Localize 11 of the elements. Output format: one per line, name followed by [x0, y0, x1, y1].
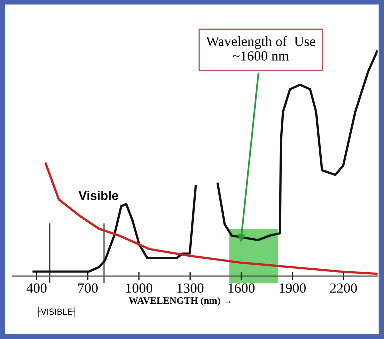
x-tick-label: 2200 — [330, 284, 358, 294]
text: ├VISIBLE┤ — [38, 307, 76, 318]
x-tick-label: 1000 — [126, 284, 153, 294]
x-tick-label: 1900 — [280, 284, 306, 294]
x-tick-label: 700 — [78, 284, 98, 294]
x-tick-label: 1600 — [228, 284, 255, 294]
annotation: Visible — [78, 191, 118, 200]
x-tick-label: 400 — [26, 284, 47, 294]
annotation: Wavelength of Use ~1600 nm — [206, 36, 316, 61]
x-tick-label: 1300 — [178, 284, 204, 294]
x-axis-title: WAVELENGTH (nm) → — [128, 297, 231, 306]
